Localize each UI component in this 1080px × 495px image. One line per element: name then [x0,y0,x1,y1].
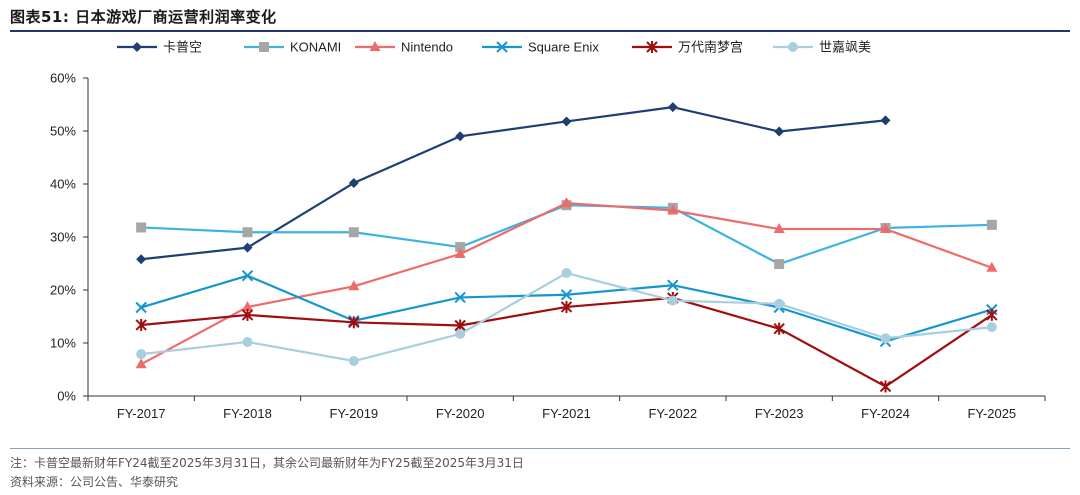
legend-label: Nintendo [401,40,453,55]
y-tick-label: 10% [50,336,76,351]
series-line [141,106,886,261]
legend-entry: Square Enix [482,40,599,55]
y-tick-label: 50% [50,124,76,139]
x-tick-label: FY-2019 [329,406,378,421]
data-point [242,336,253,347]
data-point [136,254,147,265]
x-tick-label: FY-2022 [648,406,697,421]
data-point [454,247,466,258]
legend-entry: 卡普空 [117,40,202,55]
y-tick-label: 30% [50,230,76,245]
data-point [774,126,785,137]
legend-label: Square Enix [528,40,599,55]
data-point [136,349,147,360]
footer-divider [10,448,1070,449]
data-point [135,301,147,314]
series-1 [136,200,997,270]
y-tick-label: 40% [50,177,76,192]
legend-label: 世嘉飒美 [819,40,871,55]
data-point [773,223,785,234]
data-point [986,261,998,272]
data-point [348,356,359,367]
x-tick-label: FY-2017 [117,406,166,421]
data-point [774,259,785,270]
data-point [561,116,572,127]
data-point [561,268,572,279]
legend-entry: 万代南梦宫 [632,40,743,55]
x-tick-label: FY-2021 [542,406,591,421]
title-divider [10,30,1070,32]
data-point [242,242,253,253]
data-point [242,300,253,311]
series-5 [136,268,997,367]
data-point [667,279,679,291]
y-tick-label: 20% [50,283,76,298]
legend-label: 卡普空 [163,40,202,55]
x-tick-label: FY-2025 [967,406,1016,421]
data-point [241,269,254,282]
chart-title: 图表51: 日本游戏厂商运营利润率变化 [10,8,277,26]
data-point [136,222,147,233]
legend-entry: Nintendo [355,40,453,55]
legend-swatch-marker [646,41,658,53]
data-point [561,197,572,208]
legend-entry: KONAMI [244,40,341,55]
data-point [348,177,359,188]
data-point [774,298,785,309]
legend-swatch-marker [788,42,798,52]
legend-swatch-marker [369,41,381,51]
data-point [667,295,678,306]
data-point [242,227,253,238]
data-point [135,318,147,331]
legend-swatch-marker [259,42,269,52]
data-point [880,115,891,126]
footnote: 注：卡普空最新财年FY24截至2025年3月31日，其余公司最新财年为FY25截… [10,456,524,470]
data-point [986,219,997,230]
legend-swatch-marker [132,42,142,52]
line-chart: 卡普空 KONAMI Nintendo Square Enix 万代南梦宫 世嘉飒美 0%… [50,40,1046,421]
data-point [348,280,360,291]
data-point [241,308,254,321]
data-point [667,204,679,215]
y-tick-label: 0% [57,389,76,404]
data-point [560,300,573,313]
data-point [348,316,360,329]
data-point [560,289,573,301]
legend: 卡普空 KONAMI Nintendo Square Enix 万代南梦宫 世嘉飒美 [117,40,871,55]
x-tick-label: FY-2024 [861,406,910,421]
series-0 [136,102,891,265]
data-point [454,291,466,304]
data-point [879,380,892,393]
series-4 [135,291,998,393]
series-group [135,102,998,393]
source-note: 资料来源：公司公告、华泰研究 [10,475,179,489]
data-point [455,242,466,253]
y-tick-label: 60% [50,71,76,86]
data-point [986,308,998,321]
legend-label: KONAMI [290,40,341,55]
legend-label: 万代南梦宫 [678,40,743,55]
data-point [455,328,466,339]
x-tick-label: FY-2020 [436,406,485,421]
data-point [348,227,359,238]
data-point [880,333,891,344]
data-point [455,131,466,142]
series-2 [135,197,998,369]
data-point [135,358,147,369]
axes: 0% 10% 20% 30% 40% 50% 60% FY-2017 FY-2018 FY-201… [50,71,1046,421]
x-tick-label: FY-2023 [755,406,804,421]
x-tick-label: FY-2018 [223,406,272,421]
legend-entry: 世嘉飒美 [773,40,871,55]
data-point [773,322,785,335]
legend-swatch-marker [496,41,508,53]
data-point [986,322,997,333]
data-point [880,223,891,234]
data-point [667,102,678,113]
